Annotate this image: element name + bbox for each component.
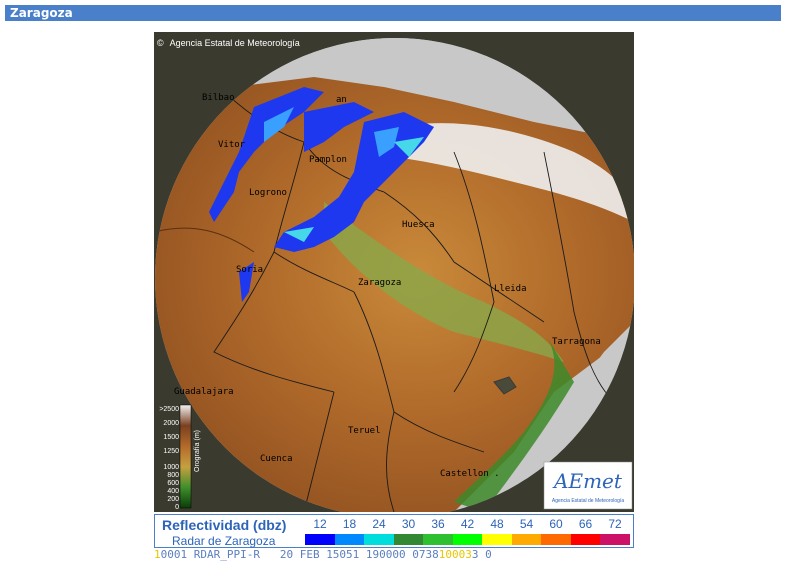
scale-level-swatch xyxy=(393,534,424,545)
coastal-plain xyxy=(454,332,574,512)
scale-level-swatch xyxy=(364,534,394,545)
city-label: Lleida xyxy=(494,284,527,294)
svg-text:2000: 2000 xyxy=(163,420,179,427)
city-label: Tarragona xyxy=(552,337,601,347)
scale-level-swatch xyxy=(600,534,630,545)
status-prefix: 1 xyxy=(154,548,161,561)
svg-text:200: 200 xyxy=(167,496,179,503)
scale-level-label: 18 xyxy=(342,517,357,531)
legend-radar-name: Radar de Zaragoza xyxy=(172,534,276,548)
page-title: Zaragoza xyxy=(5,5,781,21)
legend-title: Reflectividad (dbz) xyxy=(162,517,287,533)
scale-level-swatch xyxy=(511,534,542,545)
svg-text:600: 600 xyxy=(167,480,179,487)
copyright-text: © Agencia Estatal de Meteorología xyxy=(157,38,300,48)
scale-level-label: 42 xyxy=(460,517,475,531)
scale-level-label: 72 xyxy=(608,517,622,531)
svg-text:800: 800 xyxy=(167,472,179,479)
svg-text:1000: 1000 xyxy=(163,464,179,471)
status-text: 0001 RDAR_PPI-R 20 FEB 15051 190000 0738 xyxy=(160,548,439,561)
svg-text:1500: 1500 xyxy=(163,434,179,441)
precipitation-echoes xyxy=(209,87,434,302)
scale-level-swatch xyxy=(423,534,453,545)
scale-level-swatch xyxy=(452,534,483,545)
city-label: Logrono xyxy=(249,188,287,198)
coastline xyxy=(493,376,517,395)
scale-level-label: 60 xyxy=(549,517,563,531)
pyrenees-snow xyxy=(394,123,634,222)
scale-level-swatch xyxy=(482,534,512,545)
status-bar: 10001 RDAR_PPI-R 20 FEB 15051 190000 073… xyxy=(154,548,634,562)
svg-text:1250: 1250 xyxy=(163,448,179,455)
scale-level-swatch xyxy=(541,534,571,545)
city-label: an xyxy=(336,95,347,105)
orography-scale: >2500 2000 1500 1250 1000 800 600 400 20… xyxy=(159,404,201,511)
city-label: Soria xyxy=(236,265,263,275)
city-label: Huesca xyxy=(402,220,435,230)
city-label: Vitor xyxy=(218,140,246,150)
scale-level-label: 24 xyxy=(372,517,386,531)
scale-level-label: 54 xyxy=(519,517,534,531)
svg-text:AEmet: AEmet xyxy=(552,469,623,493)
scale-level-label: 12 xyxy=(313,517,327,531)
reflectivity-scale: 12 18 24 30 36 42 48 54 60 66 72 xyxy=(305,517,631,545)
city-label: Teruel xyxy=(348,426,381,436)
scale-level-label: 30 xyxy=(401,517,416,531)
scale-level-swatch xyxy=(334,534,365,545)
status-highlight: 10003 xyxy=(438,548,472,561)
city-label: Guadalajara xyxy=(174,387,234,397)
scale-level-label: 36 xyxy=(431,517,445,531)
scale-level-label: 66 xyxy=(578,517,593,531)
scale-level-swatch xyxy=(570,534,601,545)
ebro-valley xyxy=(324,202,564,362)
city-label: Zaragoza xyxy=(358,278,401,288)
province-borders xyxy=(213,81,615,512)
city-label: Cuenca xyxy=(260,454,293,464)
scale-level-label: 48 xyxy=(490,517,504,531)
city-labels: Bilbao an Vitor Pamplon Logrono Huesca S… xyxy=(174,93,601,479)
svg-text:Orografía (m): Orografía (m) xyxy=(194,430,201,472)
svg-text:400: 400 xyxy=(167,488,179,495)
svg-text:>2500: >2500 xyxy=(159,406,179,413)
svg-text:0: 0 xyxy=(175,504,179,511)
status-suffix: 3 0 xyxy=(471,548,492,561)
city-label: Bilbao xyxy=(202,93,235,103)
city-label: Pamplon xyxy=(309,155,347,165)
city-label: Castellon . xyxy=(440,469,500,479)
aemet-logo: AEmet Agencia Estatal de Meteorología xyxy=(543,461,633,510)
reflectivity-legend: Reflectividad (dbz) Radar de Zaragoza 12… xyxy=(154,514,634,548)
radar-map: © Agencia Estatal de Meteorología Bilbao… xyxy=(154,32,634,512)
scale-level-swatch xyxy=(305,534,335,545)
svg-text:Agencia Estatal de Meteorologí: Agencia Estatal de Meteorología xyxy=(552,498,624,504)
